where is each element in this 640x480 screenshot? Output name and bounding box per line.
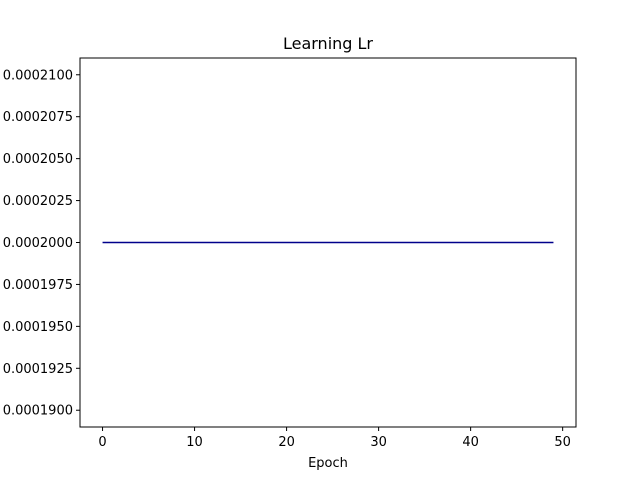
y-tick-label: 0.0002000 <box>3 236 73 251</box>
x-tick-label: 20 <box>278 435 295 450</box>
x-tick-label: 30 <box>370 435 387 450</box>
y-tick-label: 0.0001975 <box>3 278 73 293</box>
y-tick-label: 0.0001925 <box>3 362 73 377</box>
x-tick-label: 40 <box>462 435 479 450</box>
x-axis: 0 10 20 30 40 50 <box>98 427 571 450</box>
y-tick-label: 0.0001900 <box>3 404 73 419</box>
y-axis: 0.0001900 0.0001925 0.0001950 0.0001975 0.00… <box>3 68 80 419</box>
y-tick-label: 0.0002075 <box>3 110 73 125</box>
y-tick-label: 0.0002050 <box>3 152 73 167</box>
chart-title: Learning Lr <box>283 34 373 53</box>
x-tick-label: 10 <box>186 435 203 450</box>
x-tick-label: 50 <box>554 435 571 450</box>
x-axis-label: Epoch <box>308 456 348 471</box>
y-tick-label: 0.0002025 <box>3 194 73 209</box>
y-tick-label: 0.0001950 <box>3 320 73 335</box>
x-tick-label: 0 <box>98 435 106 450</box>
y-tick-label: 0.0002100 <box>3 68 73 83</box>
